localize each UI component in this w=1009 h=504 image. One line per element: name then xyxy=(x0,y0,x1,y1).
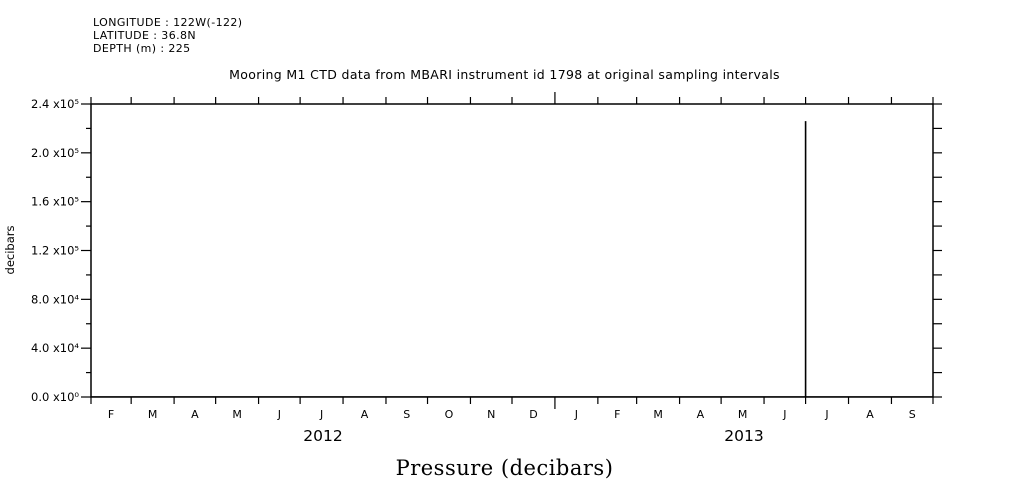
y-tick-label: 8.0 x10⁴ xyxy=(31,292,79,306)
x-month-label: J xyxy=(782,408,786,421)
x-year-label: 2012 xyxy=(303,427,342,445)
x-month-label: S xyxy=(403,408,410,421)
chart-title: Mooring M1 CTD data from MBARI instrumen… xyxy=(229,67,780,82)
y-tick-label: 1.6 x10⁵ xyxy=(31,195,79,209)
x-month-label: D xyxy=(529,408,537,421)
latitude-label: LATITUDE : 36.8N xyxy=(93,29,197,42)
x-month-label: O xyxy=(445,408,454,421)
y-axis-title: decibars xyxy=(3,226,17,275)
y-tick-label: 0.0 x10⁰ xyxy=(31,390,79,404)
x-year-label: 2013 xyxy=(724,427,763,445)
x-month-label: A xyxy=(866,408,874,421)
x-month-label: J xyxy=(574,408,578,421)
x-month-label: A xyxy=(191,408,199,421)
x-month-label: M xyxy=(148,408,158,421)
x-month-label: J xyxy=(277,408,281,421)
x-month-label: J xyxy=(319,408,323,421)
y-tick-label: 4.0 x10⁴ xyxy=(31,341,79,355)
x-month-label: A xyxy=(361,408,369,421)
x-month-label: M xyxy=(738,408,748,421)
x-axis-title: Pressure (decibars) xyxy=(395,456,614,480)
depth-label: DEPTH (m) : 225 xyxy=(93,42,191,55)
x-month-label: S xyxy=(909,408,916,421)
x-month-label: A xyxy=(697,408,705,421)
x-month-label: J xyxy=(824,408,828,421)
x-month-label: F xyxy=(108,408,114,421)
x-month-label: M xyxy=(653,408,663,421)
plot-frame xyxy=(90,103,934,398)
y-tick-label: 1.2 x10⁵ xyxy=(31,244,79,258)
y-tick-label: 2.0 x10⁵ xyxy=(31,146,79,160)
x-month-label: M xyxy=(232,408,242,421)
station-info: LONGITUDE : 122W(-122) LATITUDE : 36.8N … xyxy=(93,16,243,55)
x-month-label: N xyxy=(487,408,495,421)
x-month-label: F xyxy=(614,408,620,421)
y-tick-label: 2.4 x10⁵ xyxy=(31,97,79,111)
longitude-label: LONGITUDE : 122W(-122) xyxy=(93,16,243,29)
